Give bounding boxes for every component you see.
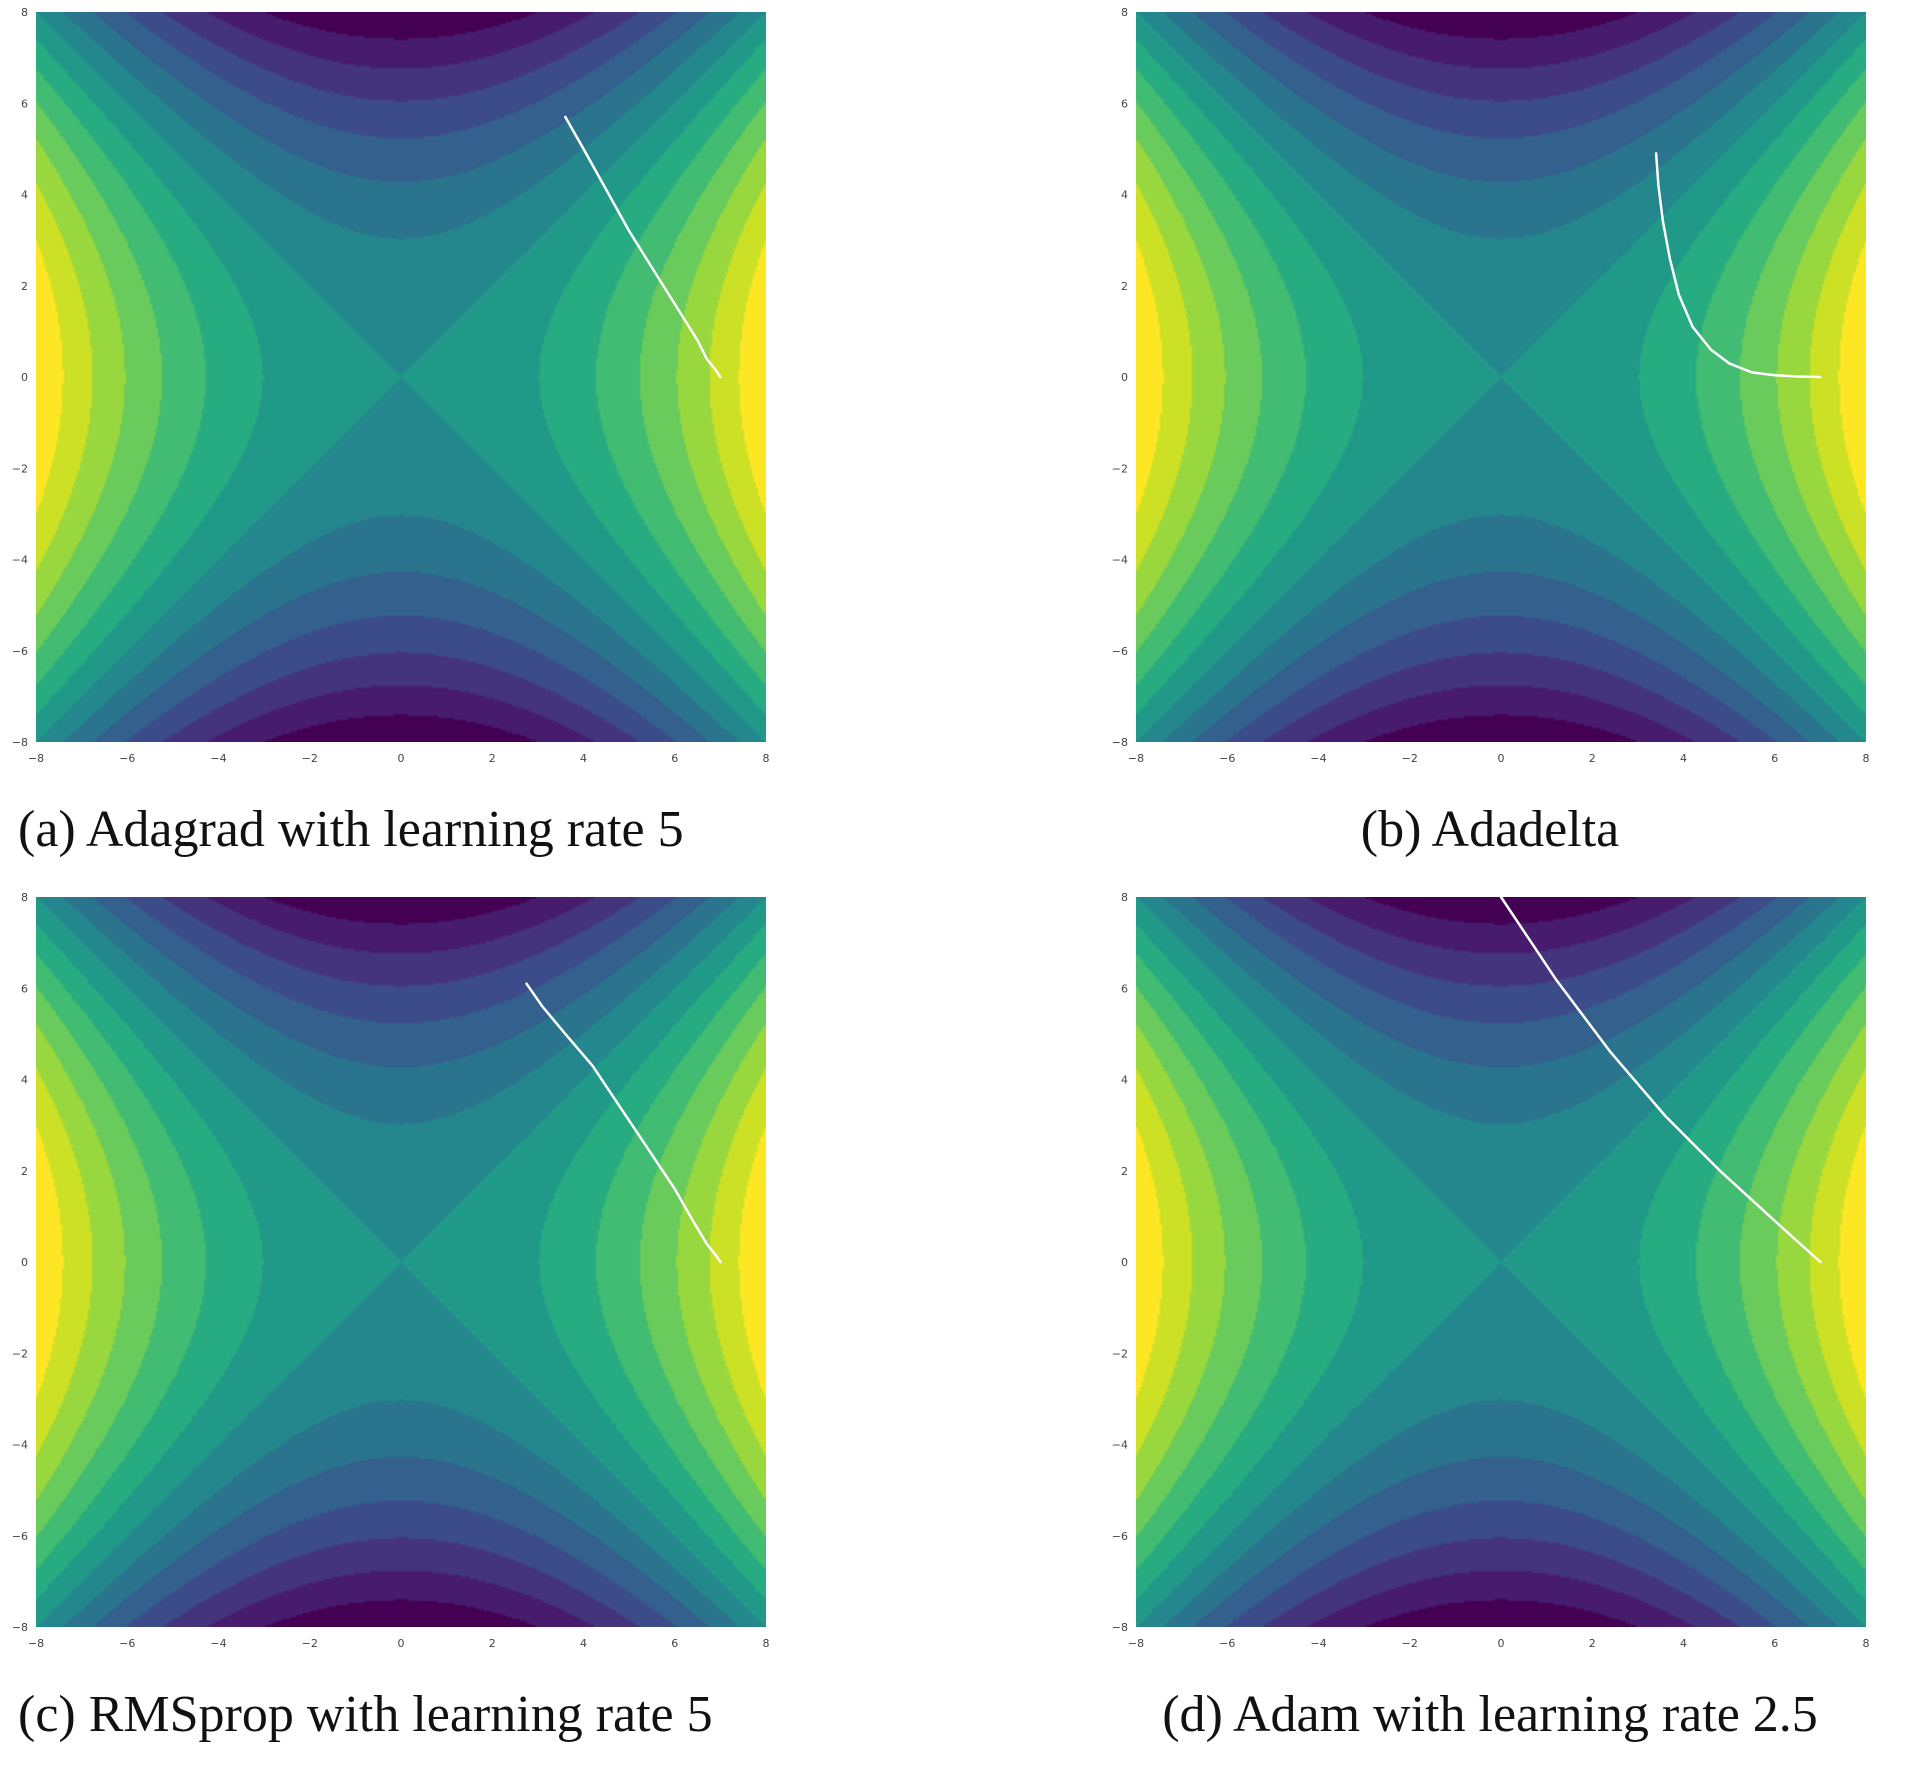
x-tick-label: −8: [28, 752, 44, 765]
contour-fill: [36, 897, 766, 1627]
y-tick-label: −2: [12, 1347, 28, 1360]
contour-fill: [36, 12, 766, 742]
y-tick-label: 2: [21, 1165, 28, 1178]
caption-c: (c) RMSprop with learning rate 5: [18, 1686, 713, 1743]
contour-fill: [1136, 897, 1866, 1627]
caption-d: (d) Adam with learning rate 2.5: [1162, 1686, 1818, 1743]
y-tick-label: −4: [12, 1439, 28, 1452]
y-tick-label: −2: [1112, 462, 1128, 475]
y-tick-label: 8: [21, 891, 28, 904]
x-tick-label: 4: [580, 752, 587, 765]
panel-a: −8 −6 −4 −2 0 2 4 6 8 −8 −6 −4 −2 0 2 4 6 8 (a) Adagrad w…: [0, 0, 780, 880]
contour-fill: [1136, 12, 1866, 742]
y-tick-label: −4: [12, 554, 28, 567]
x-tick-label: 2: [489, 752, 496, 765]
y-tick-label: 2: [21, 280, 28, 293]
x-tick-label: 2: [1589, 752, 1596, 765]
x-tick-label: −8: [1128, 752, 1144, 765]
y-tick-label: −4: [1112, 554, 1128, 567]
x-tick-label: 0: [1498, 752, 1505, 765]
panel-b: −8 −6 −4 −2 0 2 4 6 8 −8 −6 −4 −2 0 2 4 6 8 (b) Adadelta: [1100, 0, 1880, 880]
x-tick-label: −6: [1219, 752, 1235, 765]
x-tick-label: 2: [1589, 1637, 1596, 1650]
x-tick-label: 6: [1771, 1637, 1778, 1650]
x-tick-label: −4: [1310, 1637, 1326, 1650]
x-tick-label: 6: [671, 1637, 678, 1650]
x-tick-label: −2: [1402, 752, 1418, 765]
y-tick-label: 6: [1121, 97, 1128, 110]
y-tick-label: 8: [1121, 6, 1128, 19]
contour-plot-c: −8 −6 −4 −2 0 2 4 6 8 −8 −6 −4 −2 0 2 4 6 8: [12, 891, 770, 1650]
trajectory-line: [525, 982, 722, 1264]
y-tick-label: −8: [12, 736, 28, 749]
y-tick-label: −8: [1112, 1621, 1128, 1634]
y-tick-label: −6: [1112, 645, 1128, 658]
y-tick-label: 4: [21, 189, 28, 202]
y-tick-label: 0: [21, 371, 28, 384]
x-tick-label: 4: [1680, 1637, 1687, 1650]
x-tick-label: −4: [210, 752, 226, 765]
trajectory-line: [1654, 152, 1822, 379]
x-tick-label: 0: [398, 1637, 405, 1650]
x-tick-label: 8: [1863, 752, 1870, 765]
y-tick-label: −2: [12, 462, 28, 475]
caption-a: (a) Adagrad with learning rate 5: [18, 801, 684, 858]
y-tick-label: −6: [12, 645, 28, 658]
contour-plot-a: −8 −6 −4 −2 0 2 4 6 8 −8 −6 −4 −2 0 2 4 6 8: [12, 6, 770, 765]
x-tick-label: 6: [1771, 752, 1778, 765]
y-tick-label: −8: [1112, 736, 1128, 749]
y-tick-label: 6: [21, 982, 28, 995]
y-tick-label: 6: [21, 97, 28, 110]
trajectory-line: [1499, 895, 1822, 1264]
x-tick-label: 2: [489, 1637, 496, 1650]
x-tick-label: −2: [1402, 1637, 1418, 1650]
x-tick-label: 6: [671, 752, 678, 765]
trajectory-line: [564, 115, 722, 379]
y-tick-label: 0: [1121, 1256, 1128, 1269]
y-tick-label: 0: [1121, 371, 1128, 384]
y-tick-label: 4: [1121, 189, 1128, 202]
x-tick-label: −4: [210, 1637, 226, 1650]
y-tick-label: 2: [1121, 280, 1128, 293]
x-tick-label: −2: [302, 752, 318, 765]
x-tick-label: −4: [1310, 752, 1326, 765]
y-tick-label: −4: [1112, 1439, 1128, 1452]
contour-plot-d: −8 −6 −4 −2 0 2 4 6 8 −8 −6 −4 −2 0 2 4 6 8: [1112, 891, 1870, 1650]
y-tick-label: 6: [1121, 982, 1128, 995]
y-tick-label: −2: [1112, 1347, 1128, 1360]
x-tick-label: 8: [1863, 1637, 1870, 1650]
x-tick-label: 8: [763, 1637, 770, 1650]
x-tick-label: −2: [302, 1637, 318, 1650]
y-tick-label: −6: [12, 1530, 28, 1543]
x-tick-label: −6: [119, 752, 135, 765]
x-tick-label: 4: [580, 1637, 587, 1650]
caption-b: (b) Adadelta: [1360, 801, 1620, 858]
y-tick-label: 4: [21, 1074, 28, 1087]
y-tick-label: 8: [21, 6, 28, 19]
y-tick-label: 8: [1121, 891, 1128, 904]
x-tick-label: 0: [1498, 1637, 1505, 1650]
y-tick-label: 2: [1121, 1165, 1128, 1178]
x-tick-label: 8: [763, 752, 770, 765]
x-tick-label: 0: [398, 752, 405, 765]
panel-c: −8 −6 −4 −2 0 2 4 6 8 −8 −6 −4 −2 0 2 4 6 8 (c) RMSprop w…: [0, 885, 780, 1765]
x-tick-label: −6: [119, 1637, 135, 1650]
y-tick-label: −8: [12, 1621, 28, 1634]
x-tick-label: −8: [28, 1637, 44, 1650]
x-tick-label: 4: [1680, 752, 1687, 765]
x-tick-label: −8: [1128, 1637, 1144, 1650]
y-tick-label: 4: [1121, 1074, 1128, 1087]
y-tick-label: −6: [1112, 1530, 1128, 1543]
contour-plot-b: −8 −6 −4 −2 0 2 4 6 8 −8 −6 −4 −2 0 2 4 6 8: [1112, 6, 1870, 765]
panel-d: −8 −6 −4 −2 0 2 4 6 8 −8 −6 −4 −2 0 2 4 6 8 (d) Adam with…: [1100, 885, 1880, 1765]
x-tick-label: −6: [1219, 1637, 1235, 1650]
y-tick-label: 0: [21, 1256, 28, 1269]
